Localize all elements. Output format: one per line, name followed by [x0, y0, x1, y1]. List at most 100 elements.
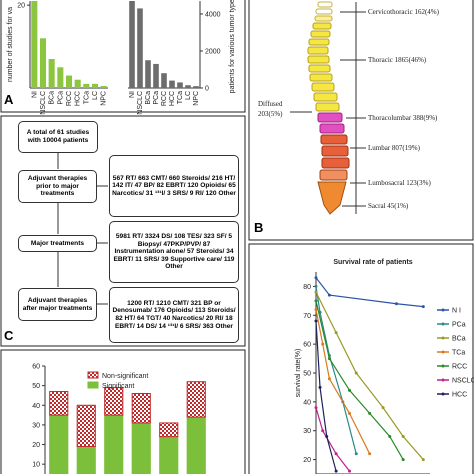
panel-label: B — [254, 220, 263, 235]
panel-label: C — [4, 328, 14, 343]
legend-label: PCa — [452, 322, 466, 329]
y-tick-label: 0 — [205, 86, 209, 93]
bar-segment — [131, 392, 151, 424]
panel-b-frame — [248, 0, 474, 241]
point — [314, 406, 318, 410]
bar — [185, 85, 191, 88]
point — [394, 302, 398, 306]
bar — [193, 86, 199, 88]
legend-swatch — [87, 381, 99, 389]
x-tick-label: NI — [31, 91, 38, 98]
legend-label: Non-significant — [102, 373, 148, 380]
bar-segment — [159, 436, 179, 474]
point — [354, 452, 358, 456]
bar — [153, 63, 159, 88]
x-tick-label: HCC — [75, 91, 82, 106]
flow-box: Adjuvant therapies after major treatment… — [18, 288, 97, 321]
legend-label: RCC — [452, 364, 467, 371]
point — [314, 284, 318, 288]
bar-segment — [186, 416, 206, 474]
flow-box: 567 RT/ 663 CMT/ 660 Steroids/ 216 HT/ 1… — [109, 155, 239, 217]
bar — [48, 59, 55, 88]
point — [381, 406, 385, 410]
point — [327, 293, 331, 297]
legend-swatch — [441, 350, 445, 354]
point — [321, 342, 325, 346]
panel-label: A — [4, 92, 14, 107]
flow-box: Major treatments — [18, 235, 97, 252]
line — [315, 321, 337, 472]
legend-label: NSCLC — [452, 378, 474, 385]
bar — [39, 38, 47, 88]
legend-swatch — [441, 378, 445, 382]
bar — [169, 80, 175, 88]
bar-segment — [104, 414, 124, 474]
point — [348, 469, 352, 473]
legend-swatch — [441, 308, 445, 312]
flow-arrows — [57, 153, 108, 305]
bar-segment — [186, 381, 206, 418]
x-tick-label: HCC — [169, 91, 176, 106]
chart-title: Survival rate of patients — [333, 259, 412, 266]
x-tick-label: RCC — [161, 91, 168, 106]
bar — [145, 60, 151, 88]
legend-swatch — [441, 336, 445, 340]
y-tick-label: 20 — [303, 457, 311, 464]
point — [327, 377, 331, 381]
flow-box: Adjuvant therapies prior to major treatm… — [18, 170, 97, 203]
legend-label: BCa — [452, 336, 466, 343]
x-tick-label: NSCLC — [137, 91, 144, 115]
bar-segment — [76, 404, 96, 448]
bar-segment — [104, 387, 124, 416]
point — [334, 331, 338, 335]
bar — [57, 67, 64, 88]
x-tick-label: LC — [92, 91, 99, 100]
point — [421, 305, 425, 309]
point — [314, 308, 318, 312]
legend-label: TCa — [452, 350, 465, 357]
bar — [91, 83, 99, 88]
point — [368, 411, 372, 415]
point — [314, 290, 318, 294]
legend-label: Significant — [102, 383, 134, 390]
y-tick-label: 30 — [32, 422, 40, 429]
y-axis-label: number of studies for va — [7, 7, 14, 82]
x-tick-label: BCa — [145, 91, 152, 105]
point — [321, 429, 325, 433]
point — [401, 458, 405, 462]
point — [314, 319, 318, 323]
point — [314, 299, 318, 303]
y-tick-label: 60 — [303, 342, 311, 349]
y-axis-label: survival rate(%) — [295, 349, 302, 398]
y-tick-label: 60 — [32, 364, 40, 371]
bar-segment — [131, 422, 151, 474]
spine-label: Sacral 45(1%) — [368, 202, 409, 210]
panel-a-frame — [0, 0, 246, 113]
x-tick-label: RCC — [66, 91, 73, 106]
x-tick-label: NSCLC — [40, 91, 47, 115]
bar-segment — [49, 391, 69, 416]
point — [348, 388, 352, 392]
x-tick-label: NI — [129, 91, 136, 98]
point — [388, 434, 392, 438]
x-tick-label: PCa — [57, 91, 64, 105]
y-tick-label: 40 — [32, 403, 40, 410]
point — [334, 469, 338, 473]
y-tick-label: 10 — [32, 462, 40, 469]
legend-swatch — [441, 364, 445, 368]
y-tick-label: 30 — [303, 428, 311, 435]
spine-label: Thoracolumbar 388(9%) — [368, 114, 438, 122]
line — [315, 277, 424, 308]
bar — [137, 8, 143, 89]
y-tick-label: 40 — [303, 399, 311, 406]
bar-segment — [76, 446, 96, 474]
legend-label: HCC — [452, 392, 467, 399]
x-tick-label: NPC — [101, 91, 108, 106]
spine-label: Cervicothoracic 162(4%) — [368, 8, 440, 16]
point — [314, 276, 318, 280]
y-tick-label: 50 — [32, 383, 40, 390]
bar — [74, 79, 81, 88]
legend-swatch — [441, 322, 445, 326]
